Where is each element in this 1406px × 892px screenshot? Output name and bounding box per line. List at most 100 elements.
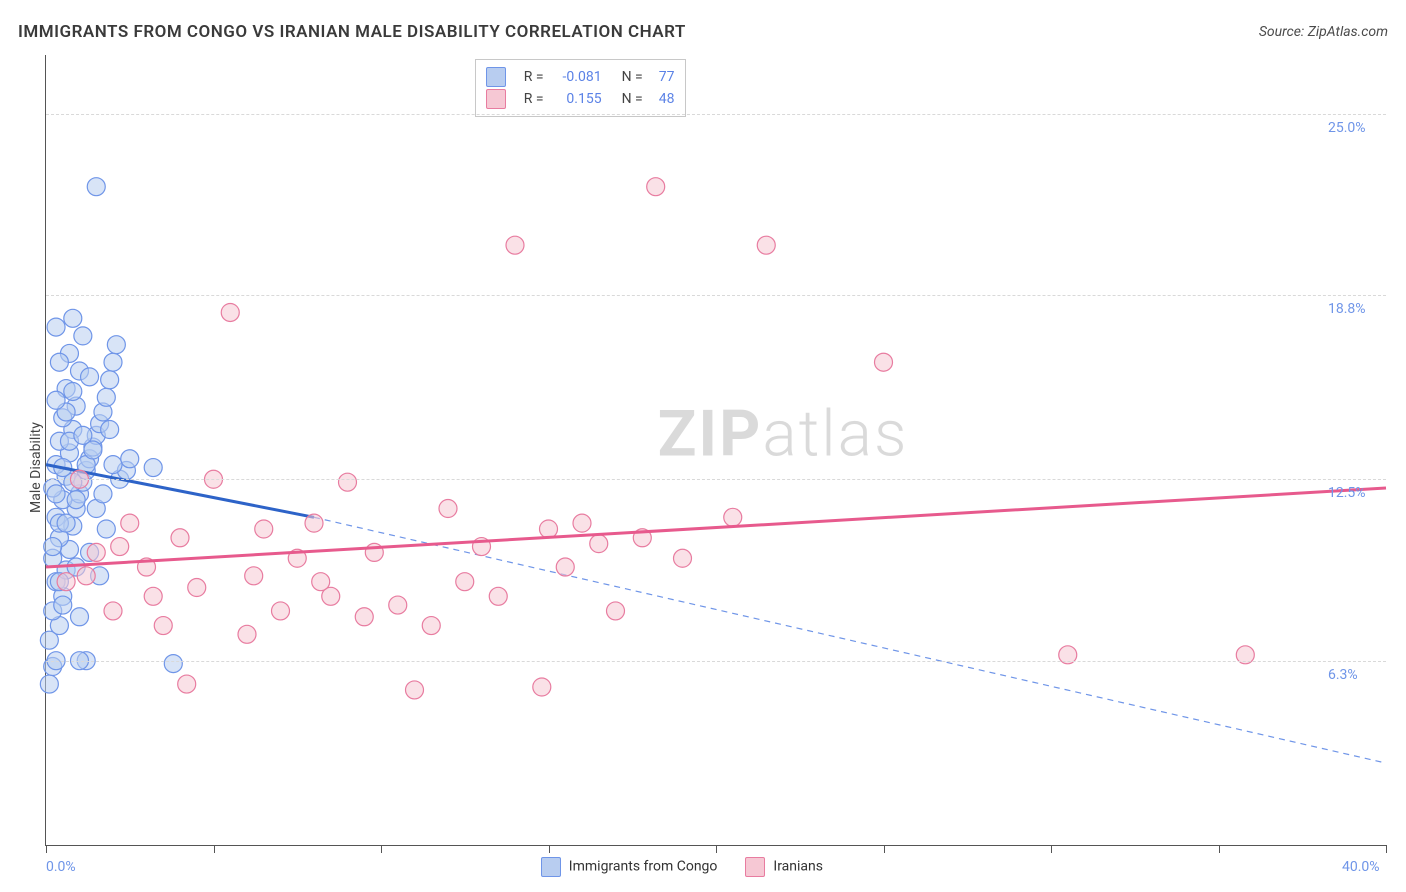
scatter-point	[540, 520, 558, 538]
x-tick	[1051, 845, 1052, 853]
scatter-point	[40, 675, 58, 693]
scatter-point	[164, 655, 182, 673]
y-tick-label: 12.5%	[1328, 485, 1366, 501]
stat-n-label: N =	[622, 88, 643, 110]
scatter-point	[64, 309, 82, 327]
scatter-point	[77, 567, 95, 585]
scatter-point	[57, 573, 75, 591]
scatter-point	[422, 617, 440, 635]
y-axis-label: Male Disability	[28, 422, 44, 513]
scatter-point	[97, 520, 115, 538]
scatter-point	[67, 491, 85, 509]
legend-swatch	[541, 857, 561, 877]
scatter-point	[71, 608, 89, 626]
legend-swatch	[745, 857, 765, 877]
scatter-point	[107, 336, 125, 354]
stat-n-label: N =	[622, 66, 643, 88]
x-tick	[381, 845, 382, 853]
scatter-point	[238, 625, 256, 643]
y-tick-label: 18.8%	[1328, 301, 1366, 317]
title-bar: IMMIGRANTS FROM CONGO VS IRANIAN MALE DI…	[18, 18, 1388, 46]
gridline	[46, 479, 1386, 480]
series-legend-label: Iranians	[773, 859, 823, 875]
x-tick	[1219, 845, 1220, 853]
gridline	[46, 295, 1386, 296]
scatter-point	[272, 602, 290, 620]
scatter-point	[456, 573, 474, 591]
y-tick-label: 6.3%	[1328, 667, 1358, 683]
scatter-point	[104, 353, 122, 371]
scatter-point	[81, 368, 99, 386]
stat-r-label: R =	[524, 66, 544, 88]
scatter-point	[757, 236, 775, 254]
scatter-point	[339, 473, 357, 491]
scatter-point	[121, 450, 139, 468]
scatter-point	[245, 567, 263, 585]
scatter-point	[101, 371, 119, 389]
trend-line-extrapolated	[314, 517, 1386, 763]
scatter-point	[87, 178, 105, 196]
x-tick	[46, 845, 47, 853]
legend-swatch	[486, 67, 506, 87]
scatter-point	[74, 327, 92, 345]
scatter-point	[64, 382, 82, 400]
scatter-point	[50, 353, 68, 371]
scatter-point	[178, 675, 196, 693]
source-attribution: Source: ZipAtlas.com	[1259, 24, 1388, 40]
scatter-point	[47, 391, 65, 409]
scatter-point	[724, 508, 742, 526]
scatter-point	[44, 538, 62, 556]
scatter-point	[87, 543, 105, 561]
scatter-point	[74, 426, 92, 444]
series-legend-label: Immigrants from Congo	[569, 859, 718, 875]
scatter-point	[97, 388, 115, 406]
trend-line	[46, 488, 1386, 567]
stat-r-label: R =	[524, 88, 544, 110]
scatter-point	[221, 303, 239, 321]
scatter-point	[144, 459, 162, 477]
series-legend-item: Iranians	[745, 857, 823, 877]
scatter-point	[54, 596, 72, 614]
scatter-point	[305, 514, 323, 532]
gridline	[46, 661, 1386, 662]
scatter-point	[590, 535, 608, 553]
scatter-point	[607, 602, 625, 620]
scatter-point	[489, 587, 507, 605]
x-axis-label: 0.0%	[46, 859, 76, 875]
x-tick	[884, 845, 885, 853]
series-legend-item: Immigrants from Congo	[541, 857, 718, 877]
scatter-point	[406, 681, 424, 699]
scatter-point	[111, 538, 129, 556]
scatter-point	[573, 514, 591, 532]
x-tick	[716, 845, 717, 853]
scatter-point	[101, 421, 119, 439]
scatter-point	[171, 529, 189, 547]
scatter-point	[355, 608, 373, 626]
stat-r-value: 0.155	[554, 88, 602, 110]
scatter-point	[121, 514, 139, 532]
scatter-point	[533, 678, 551, 696]
scatter-point	[255, 520, 273, 538]
scatter-point	[144, 587, 162, 605]
scatter-point	[47, 318, 65, 336]
gridline	[46, 114, 1386, 115]
scatter-point	[312, 573, 330, 591]
legend-row: R =0.155N =48	[486, 88, 675, 110]
x-tick	[1386, 845, 1387, 853]
scatter-point	[389, 596, 407, 614]
y-tick-label: 25.0%	[1328, 120, 1366, 136]
scatter-point	[104, 602, 122, 620]
scatter-plot-area: ZIPatlas R =-0.081N =77R =0.155N =48 6.3…	[45, 55, 1386, 846]
scatter-point	[188, 579, 206, 597]
scatter-point	[154, 617, 172, 635]
scatter-plot-svg	[46, 55, 1386, 845]
scatter-point	[506, 236, 524, 254]
correlation-legend: R =-0.081N =77R =0.155N =48	[475, 59, 686, 117]
scatter-point	[674, 549, 692, 567]
series-legend: Immigrants from Congo Iranians	[541, 857, 823, 877]
scatter-point	[57, 514, 75, 532]
scatter-point	[647, 178, 665, 196]
chart-title: IMMIGRANTS FROM CONGO VS IRANIAN MALE DI…	[18, 22, 686, 42]
scatter-point	[94, 485, 112, 503]
scatter-point	[439, 500, 457, 518]
